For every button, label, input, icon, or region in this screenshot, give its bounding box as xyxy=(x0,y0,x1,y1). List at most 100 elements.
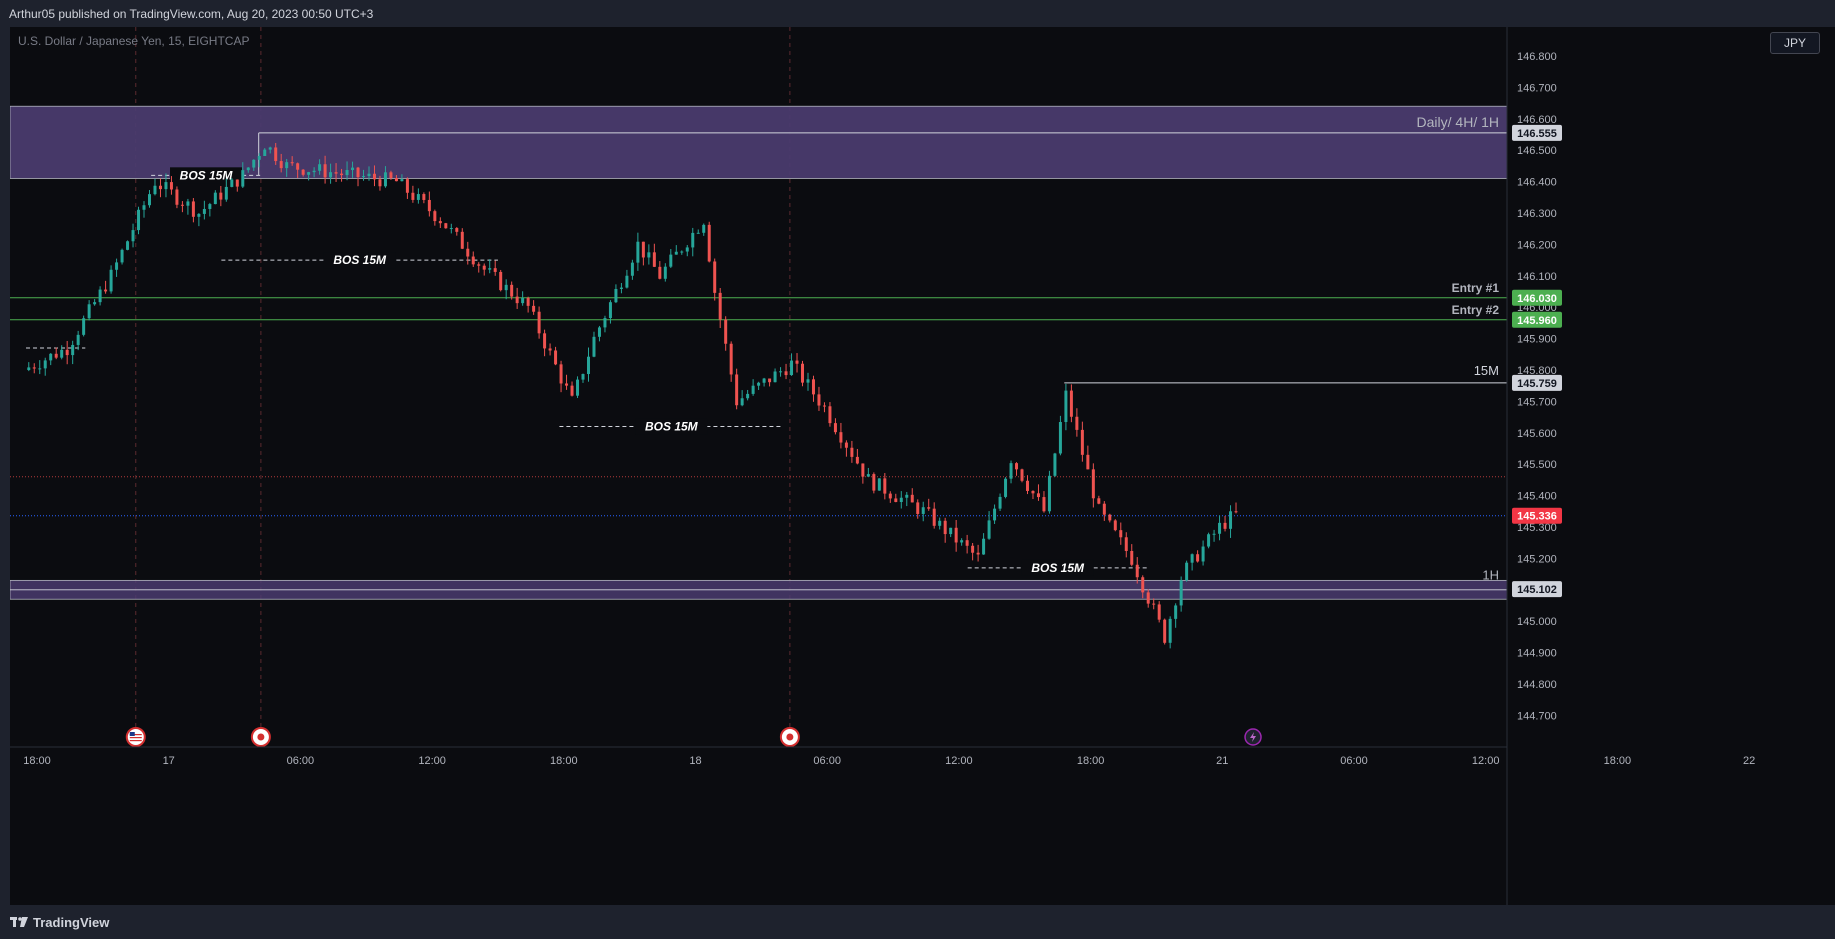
candle-body xyxy=(740,398,744,406)
candle-body xyxy=(416,194,420,200)
price-label-box xyxy=(1512,374,1562,391)
candle-body xyxy=(394,178,398,182)
candle-body xyxy=(137,209,141,231)
price-label-text: 145.759 xyxy=(1517,378,1557,390)
candle-body xyxy=(460,231,464,249)
candle-body xyxy=(1229,511,1233,529)
candle-body xyxy=(449,228,453,230)
candle-body xyxy=(1130,550,1134,565)
candle-body xyxy=(340,173,344,176)
price-tick-label: 145.400 xyxy=(1517,491,1557,503)
time-tick-label: 18:00 xyxy=(1604,755,1632,767)
candle-body xyxy=(208,204,212,209)
candle-body xyxy=(1207,534,1211,547)
candle-body xyxy=(817,394,821,406)
candle-body xyxy=(115,262,119,270)
candle-body xyxy=(1047,475,1051,512)
price-tick-label: 146.300 xyxy=(1517,208,1557,220)
candle-body xyxy=(438,221,442,224)
candle-body xyxy=(153,185,157,195)
symbol-legend: U.S. Dollar / Japanese Yen, 15, EIGHTCAP xyxy=(18,34,250,48)
candle-body xyxy=(916,502,920,514)
candle-body xyxy=(658,266,662,279)
candle-body xyxy=(1174,605,1178,619)
candle-body xyxy=(351,167,355,171)
price-tick-label: 145.600 xyxy=(1517,428,1557,440)
candle-body xyxy=(131,230,135,242)
price-chart[interactable]: Daily/ 4H/ 1H 1H Entry #1 Entry #2 15M BOS 15… xyxy=(10,27,1835,905)
candle-body xyxy=(1119,530,1123,538)
candle-body xyxy=(142,205,146,210)
bos-label: BOS 15M xyxy=(645,420,699,434)
candle-body xyxy=(784,371,788,376)
candle-body xyxy=(768,378,772,383)
chart-area[interactable]: Daily/ 4H/ 1H 1H Entry #1 Entry #2 15M BOS 15… xyxy=(10,27,1835,905)
candle-body xyxy=(307,172,311,175)
candle-body xyxy=(1113,520,1117,531)
candle-body xyxy=(866,474,870,477)
candle-body xyxy=(899,497,903,502)
time-tick-label: 06:00 xyxy=(1340,755,1368,767)
candle-body xyxy=(910,494,914,503)
candle-body xyxy=(504,284,508,291)
candle-body xyxy=(312,170,316,173)
candle-body xyxy=(257,156,261,160)
candle-body xyxy=(1190,554,1194,563)
candle-body xyxy=(548,348,552,351)
candle-body xyxy=(680,251,684,253)
currency-button[interactable]: JPY xyxy=(1770,32,1820,54)
candle-body xyxy=(1075,416,1079,430)
candle-body xyxy=(76,334,80,345)
candle-body xyxy=(510,284,514,297)
candle-body xyxy=(746,393,750,399)
candle-body xyxy=(943,520,947,535)
candle-body xyxy=(1196,554,1200,562)
candle-body xyxy=(998,496,1002,509)
price-tick-label: 146.800 xyxy=(1517,51,1557,63)
publisher-text: Arthur05 published on TradingView.com, A… xyxy=(9,6,374,21)
candle-body xyxy=(938,520,942,526)
bos-label: BOS 15M xyxy=(333,253,387,267)
candle-body xyxy=(65,349,69,356)
candle-body xyxy=(987,520,991,539)
candle-body xyxy=(663,266,667,279)
candle-body xyxy=(235,179,239,187)
candles xyxy=(27,142,1238,649)
candle-body xyxy=(60,349,64,358)
candle-body xyxy=(1009,463,1013,479)
candle-body xyxy=(1004,478,1008,497)
candle-body xyxy=(1179,580,1183,606)
candle-body xyxy=(477,264,481,266)
candle-body xyxy=(1064,390,1068,423)
candle-body xyxy=(993,508,997,521)
time-tick-label: 12:00 xyxy=(945,755,973,767)
candle-body xyxy=(54,353,58,358)
footer-brand: TradingView xyxy=(33,914,110,930)
candle-body xyxy=(43,360,47,369)
candle-body xyxy=(625,275,629,288)
price-label-text: 145.960 xyxy=(1517,315,1557,327)
time-tick-label: 17 xyxy=(163,755,175,767)
candle-body xyxy=(1135,564,1139,578)
candle-body xyxy=(175,189,179,205)
candle-body xyxy=(713,261,717,293)
candle-body xyxy=(521,297,525,304)
time-tick-label: 12:00 xyxy=(418,755,446,767)
candle-body xyxy=(790,360,794,376)
candle-body xyxy=(801,363,805,383)
price-tick-label: 145.000 xyxy=(1517,616,1557,628)
price-axis-bg xyxy=(1507,27,1835,905)
candle-body xyxy=(230,179,234,187)
candle-body xyxy=(32,367,36,369)
candle-body xyxy=(773,371,777,383)
candle-body xyxy=(433,211,437,222)
time-tick-label: 18:00 xyxy=(23,755,51,767)
candle-body xyxy=(735,374,739,406)
candle-body xyxy=(872,474,876,491)
price-label-text: 146.555 xyxy=(1517,128,1557,140)
candle-body xyxy=(576,379,580,396)
candle-body xyxy=(147,194,151,206)
candle-body xyxy=(345,170,349,176)
bos-label-bg xyxy=(170,167,243,184)
candle-body xyxy=(1036,493,1040,498)
